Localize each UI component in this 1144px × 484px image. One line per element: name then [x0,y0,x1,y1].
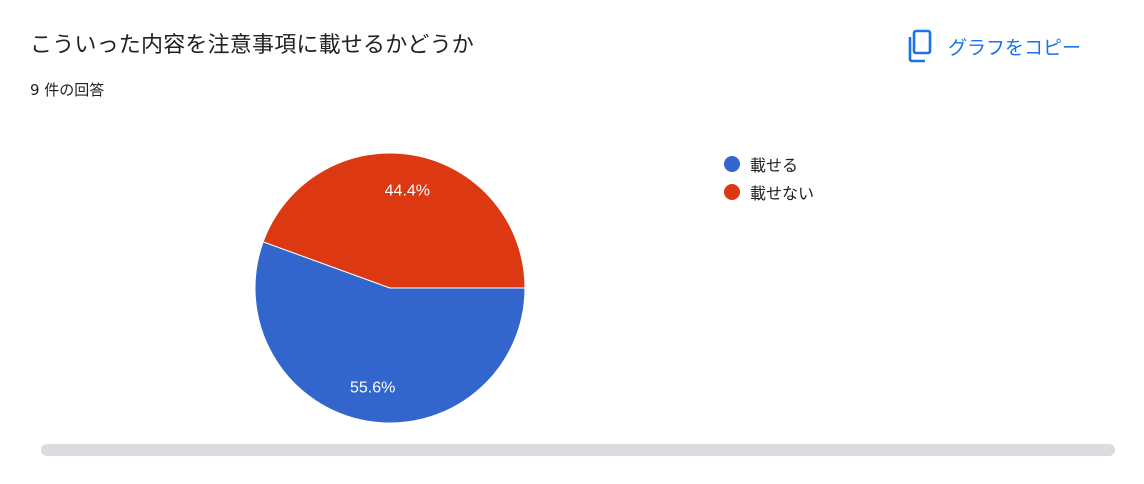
response-count: 9 件の回答 [30,81,105,99]
horizontal-scrollbar[interactable] [41,444,1115,456]
pie-slice-2[interactable] [262,152,526,289]
legend-label: 載せない [750,184,815,203]
legend-label: 載せる [750,156,799,175]
copy-chart-button[interactable]: グラフをコピー [904,26,1081,66]
pie-slice-label-2: 44.4% [385,183,430,200]
copy-chart-label: グラフをコピー [948,36,1082,59]
legend-item-1[interactable]: 載せる [724,150,814,178]
question-title: こういった内容を注意事項に載せるかどうか [30,33,475,58]
pie-slice-label-1: 55.6% [350,379,395,396]
legend-item-2[interactable]: 載せない [724,178,814,206]
legend-swatch [724,156,740,172]
pie-slice-1[interactable] [254,241,526,424]
copy-icon [908,29,932,63]
chart-legend: 載せる 載せない [724,150,814,206]
legend-swatch [724,184,740,200]
pie-chart: 55.6% 44.4% [254,152,526,424]
